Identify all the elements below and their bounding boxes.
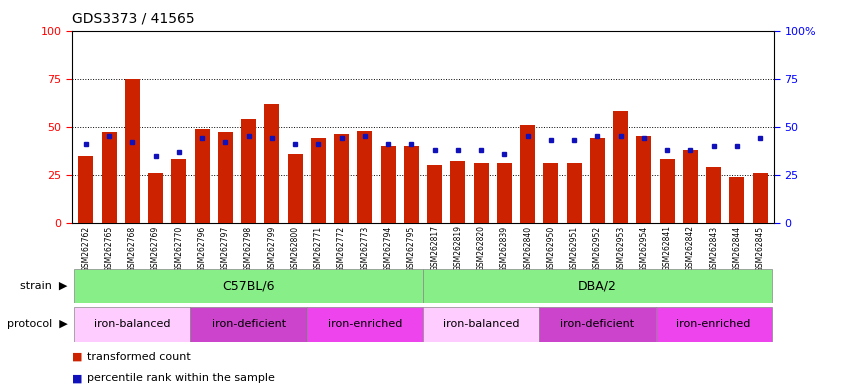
Text: C57BL/6: C57BL/6 (222, 280, 275, 293)
Bar (74, 307, 190, 342)
Bar (171, 159, 186, 223)
Bar (656, 307, 772, 342)
Bar (497, 163, 512, 223)
Bar (217, 132, 233, 223)
Bar (79, 156, 93, 223)
Text: percentile rank within the sample: percentile rank within the sample (87, 373, 275, 383)
Text: iron-deficient: iron-deficient (560, 319, 634, 329)
Bar (683, 150, 698, 223)
Bar (539, 307, 656, 342)
Text: ■: ■ (72, 352, 82, 362)
Bar (334, 134, 349, 223)
Bar (729, 177, 744, 223)
Text: transformed count: transformed count (87, 352, 191, 362)
Bar (613, 111, 629, 223)
Bar (404, 146, 419, 223)
Bar (590, 138, 605, 223)
Bar (307, 307, 423, 342)
Bar (74, 269, 423, 303)
Bar (288, 154, 303, 223)
Bar (190, 307, 307, 342)
Bar (450, 161, 465, 223)
Bar (636, 136, 651, 223)
Bar (148, 173, 163, 223)
Bar (474, 163, 489, 223)
Bar (195, 129, 210, 223)
Text: iron-balanced: iron-balanced (442, 319, 519, 329)
Bar (520, 125, 536, 223)
Bar (423, 307, 539, 342)
Bar (125, 79, 140, 223)
Bar (753, 173, 767, 223)
Text: iron-deficient: iron-deficient (212, 319, 286, 329)
Bar (660, 159, 675, 223)
Text: strain  ▶: strain ▶ (20, 281, 68, 291)
Bar (264, 104, 279, 223)
Bar (427, 165, 442, 223)
Bar (241, 119, 256, 223)
Text: protocol  ▶: protocol ▶ (7, 319, 68, 329)
Text: iron-balanced: iron-balanced (94, 319, 171, 329)
Bar (423, 269, 772, 303)
Bar (381, 146, 396, 223)
Text: GDS3373 / 41565: GDS3373 / 41565 (72, 12, 195, 25)
Bar (357, 131, 372, 223)
Text: iron-enriched: iron-enriched (327, 319, 402, 329)
Text: DBA/2: DBA/2 (578, 280, 617, 293)
Bar (706, 167, 721, 223)
Bar (310, 138, 326, 223)
Bar (102, 132, 117, 223)
Text: ■: ■ (72, 373, 82, 383)
Text: iron-enriched: iron-enriched (677, 319, 750, 329)
Bar (543, 163, 558, 223)
Bar (567, 163, 582, 223)
